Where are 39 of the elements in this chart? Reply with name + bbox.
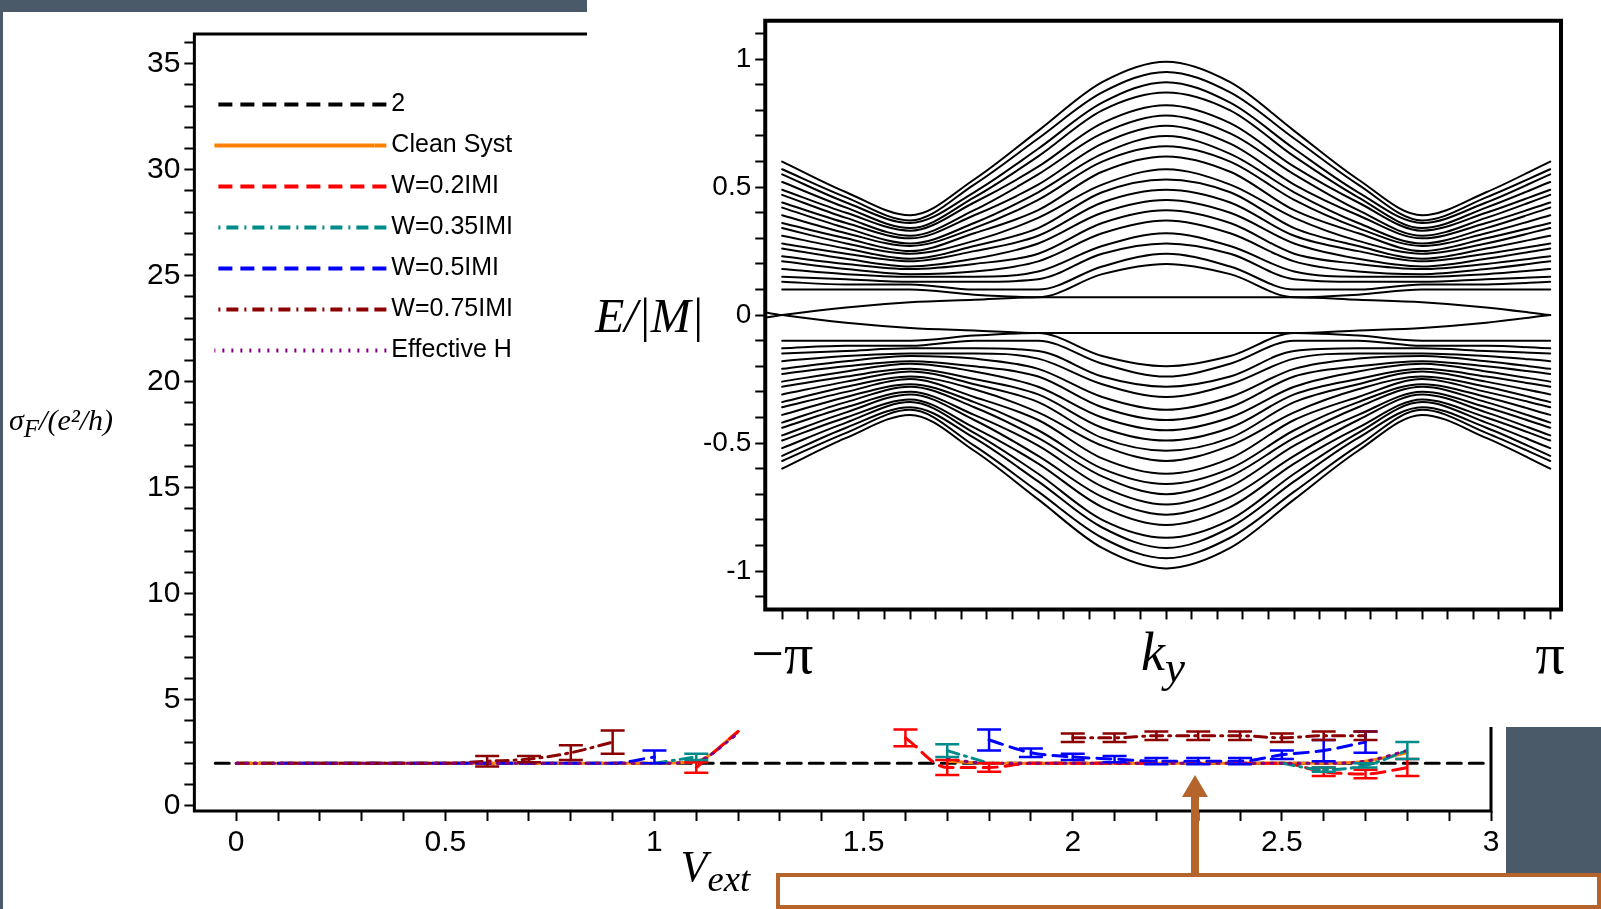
line-series [781, 178, 1552, 260]
legend-label: W=0.5IMI [391, 252, 500, 281]
y-tick-label: 0 [735, 297, 752, 329]
y-tick-label: 20 [146, 362, 181, 396]
y-tick-label: -0.5 [703, 425, 752, 457]
line-series [781, 362, 1552, 432]
y-tick-label: -1 [726, 553, 752, 585]
legend-label: Clean Syst [391, 129, 513, 158]
legend-label: W=0.75IMI [391, 293, 513, 322]
x-tick-label: −π [751, 621, 814, 687]
x-tick-label: 1.5 [842, 824, 885, 858]
x-tick-label: 3 [1482, 824, 1500, 858]
y-tick-label: 0.5 [712, 169, 752, 201]
x-axis-title: V$_{ext}$ [680, 841, 751, 900]
x-tick-label: 2.5 [1261, 824, 1303, 858]
y-tick-label: 30 [146, 150, 181, 184]
legend-label: 2 [391, 88, 406, 117]
x-tick-label: 1 [646, 824, 663, 858]
line-series [781, 355, 1552, 411]
y-tick-label: 1 [735, 41, 752, 73]
legend-label: W=0.2IMI [391, 170, 500, 199]
y-tick-label: 25 [146, 256, 181, 290]
y-axis-title: σ$_{F}$/(e²/h) [9, 402, 114, 443]
line-series [781, 370, 1552, 452]
y-tick-label: 35 [146, 44, 181, 78]
x-tick-label: 0.5 [424, 824, 467, 858]
legend-label: W=0.35IMI [391, 211, 513, 240]
y-tick-label: 15 [146, 468, 181, 502]
x-axis-title: k$_{y}$ [1141, 621, 1186, 694]
y-tick-label: 5 [163, 680, 181, 714]
legend-label: Effective H [391, 334, 512, 363]
line-series [781, 198, 1552, 268]
line-series [781, 219, 1552, 276]
y-tick-label: 10 [146, 574, 181, 608]
y-axis-title: E/|M| [595, 287, 705, 343]
y-tick-label: 0 [163, 786, 181, 820]
x-tick-label: 0 [227, 824, 245, 858]
x-tick-label: π [1535, 621, 1565, 687]
x-tick-label: 2 [1064, 824, 1082, 858]
